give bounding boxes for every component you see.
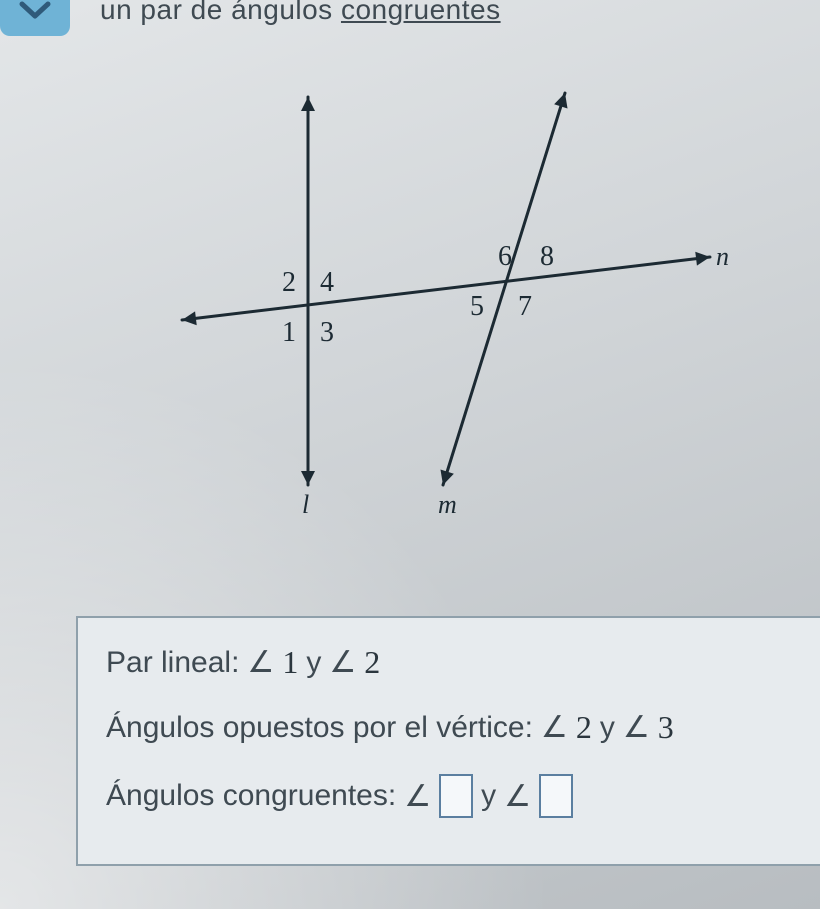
conj-2: y (600, 711, 615, 745)
svg-text:2: 2 (282, 267, 296, 298)
congruent-input-a[interactable] (439, 774, 473, 818)
conj-3: y (481, 779, 496, 813)
collapse-tab[interactable] (0, 0, 70, 36)
title-prefix: un par de ángulos (100, 0, 341, 25)
conj-1: y (306, 646, 321, 680)
angle-icon: ∠ (541, 710, 568, 745)
angle-icon: ∠ (404, 779, 431, 814)
angle-icon: ∠ (504, 779, 531, 814)
row-congruent-angles: Ángulos congruentes: ∠ y ∠ (106, 774, 798, 818)
page: un par de ángulos congruentes 24136857lm… (0, 0, 820, 909)
svg-text:3: 3 (320, 317, 334, 348)
angle-value-1a: 1 (282, 644, 298, 681)
svg-text:6: 6 (498, 241, 512, 272)
svg-text:1: 1 (282, 317, 296, 348)
svg-text:5: 5 (470, 291, 484, 322)
svg-text:m: m (438, 490, 457, 519)
angle-icon: ∠ (623, 710, 650, 745)
angle-icon: ∠ (247, 645, 274, 680)
title-underlined: congruentes (341, 0, 501, 25)
label-congruent-angles: Ángulos congruentes: (106, 779, 396, 813)
svg-text:8: 8 (540, 241, 554, 272)
header-bar: un par de ángulos congruentes (0, 0, 820, 30)
chevron-down-icon (18, 0, 52, 22)
row-linear-pair: Par lineal: ∠ 1 y ∠ 2 (106, 644, 798, 681)
svg-text:n: n (716, 242, 729, 271)
angle-icon: ∠ (329, 645, 356, 680)
page-title: un par de ángulos congruentes (100, 0, 501, 26)
angle-value-1b: 2 (364, 644, 380, 681)
row-vertical-angles: Ángulos opuestos por el vértice: ∠ 2 y ∠… (106, 709, 798, 746)
angle-value-2a: 2 (576, 709, 592, 746)
svg-text:l: l (302, 490, 309, 519)
congruent-input-b[interactable] (539, 774, 573, 818)
angle-value-2b: 3 (658, 709, 674, 746)
svg-text:4: 4 (320, 267, 334, 298)
label-vertical-angles: Ángulos opuestos por el vértice: (106, 711, 533, 745)
geometry-diagram: 2413 68 5 7 l m n (170, 85, 730, 525)
label-linear-pair: Par lineal: (106, 646, 239, 680)
svg-text:7: 7 (518, 291, 532, 322)
answers-panel: Par lineal: ∠ 1 y ∠ 2 Ángulos opuestos p… (76, 616, 820, 866)
